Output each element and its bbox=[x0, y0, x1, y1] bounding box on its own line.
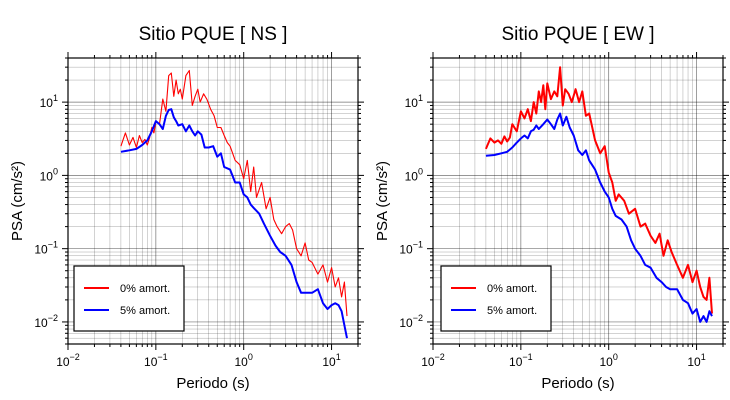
y-tick-label: 101 bbox=[405, 93, 423, 110]
x-tick-label: 100 bbox=[600, 352, 618, 369]
chart-panel-ns: Sitio PQUE [ NS ] 10−2 10−1 100 101 10−2 10−1… bbox=[9, 24, 364, 392]
chart-panel-ew: Sitio PQUE [ EW ] 10−2 10−1 100 101 10−2 10−1… bbox=[374, 24, 729, 392]
y-axis-label: PSA (cm/s²) bbox=[374, 161, 391, 241]
legend-label-1: 5% amort. bbox=[120, 305, 170, 317]
y-tick-label: 10−2 bbox=[34, 313, 58, 330]
plot-frame bbox=[67, 57, 359, 345]
grid bbox=[67, 57, 359, 345]
x-tick-label: 10−1 bbox=[144, 352, 168, 369]
plot-frame bbox=[432, 57, 724, 345]
x-tick-label: 101 bbox=[687, 352, 705, 369]
legend: 0% amort. 5% amort. bbox=[440, 265, 552, 332]
x-tick-label: 101 bbox=[322, 352, 340, 369]
series-line-0 bbox=[484, 66, 713, 314]
x-tick-label: 10−2 bbox=[421, 352, 445, 369]
legend-label-0: 0% amort. bbox=[487, 283, 537, 295]
y-tick-label: 101 bbox=[40, 93, 58, 110]
y-tick-label: 10−1 bbox=[399, 240, 423, 257]
y-tick-label: 10−2 bbox=[399, 313, 423, 330]
series-line-0 bbox=[120, 69, 348, 317]
x-tick-label: 100 bbox=[235, 352, 253, 369]
legend-label-1: 5% amort. bbox=[487, 305, 537, 317]
series-line-1 bbox=[120, 108, 348, 339]
x-axis-label: Periodo (s) bbox=[541, 375, 614, 392]
legend-box bbox=[440, 265, 552, 332]
x-tick-label: 10−1 bbox=[509, 352, 533, 369]
y-tick-label: 100 bbox=[405, 166, 423, 183]
y-tick-label: 100 bbox=[40, 166, 58, 183]
x-tick-label: 10−2 bbox=[56, 352, 80, 369]
legend-label-0: 0% amort. bbox=[120, 283, 170, 295]
series-layer bbox=[120, 69, 348, 339]
series-layer bbox=[484, 66, 713, 323]
tick-layer: 10−2 10−1 100 101 10−2 10−1 100 101 bbox=[34, 52, 364, 369]
chart-title: Sitio PQUE [ EW ] bbox=[501, 24, 654, 45]
y-axis-label: PSA (cm/s²) bbox=[9, 161, 26, 241]
series-line-1 bbox=[485, 112, 713, 323]
chart-title: Sitio PQUE [ NS ] bbox=[139, 24, 288, 45]
x-axis-label: Periodo (s) bbox=[176, 375, 249, 392]
tick-layer: 10−2 10−1 100 101 10−2 10−1 100 101 bbox=[399, 52, 729, 369]
y-tick-label: 10−1 bbox=[34, 240, 58, 257]
legend: 0% amort. 5% amort. bbox=[73, 265, 185, 332]
legend-box bbox=[73, 265, 185, 332]
